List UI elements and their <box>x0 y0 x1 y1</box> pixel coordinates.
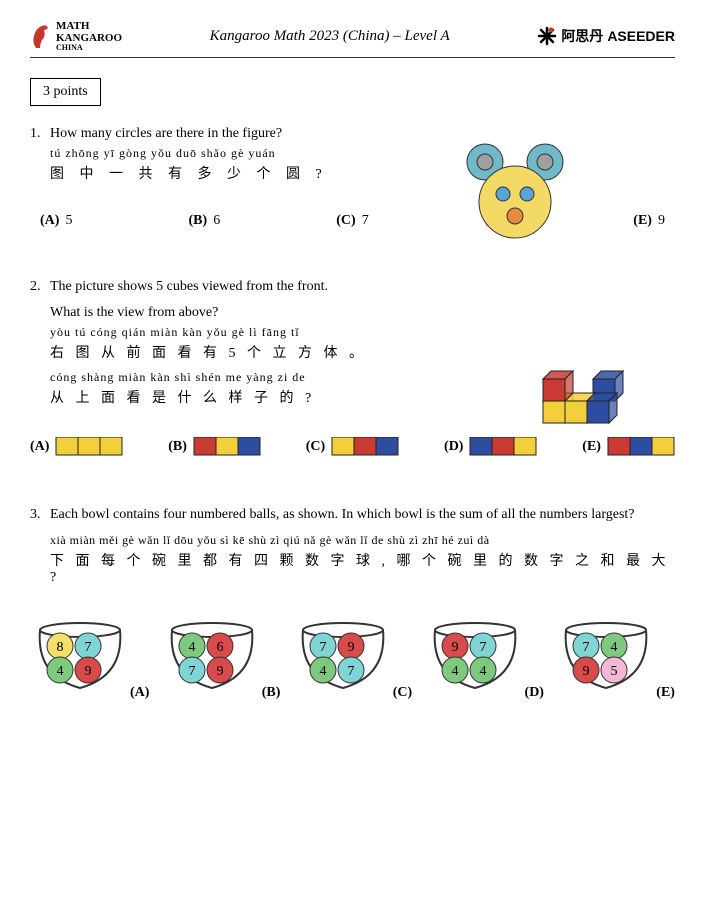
q1-text-en: How many circles are there in the figure… <box>50 126 675 142</box>
asterisk-icon <box>537 26 557 46</box>
q1-opt-e-val: 9 <box>658 213 665 229</box>
svg-text:6: 6 <box>216 640 223 655</box>
svg-text:4: 4 <box>319 664 326 679</box>
q1-answers: (A) 5 (B) 6 (C) 7 (D) 8 (E) 9 <box>30 213 675 229</box>
q1-pinyin: tú zhōng yī gòng yǒu duō shǎo gè yuán <box>50 146 675 161</box>
q2-figure <box>535 365 645 435</box>
svg-text:8: 8 <box>57 640 64 655</box>
q3-bowl-d: 9 7 4 4 <box>425 616 525 696</box>
q2-pinyin1: yòu tú cóng qián miàn kàn yǒu gè lì fāng… <box>50 325 675 340</box>
q2-opt-d-figure <box>469 437 537 457</box>
q3-opt-b-label: (B) <box>262 685 281 701</box>
logo-left-line1: MATH <box>56 20 122 32</box>
question-1: 1. How many circles are there in the fig… <box>30 126 675 229</box>
question-3: 3. Each bowl contains four numbered ball… <box>30 507 675 701</box>
logo-right: 阿思丹 ASEEDER <box>537 26 675 46</box>
q1-opt-e: (E) 9 <box>633 213 665 229</box>
q3-bowl-a: 8 7 4 9 <box>30 616 130 696</box>
svg-text:7: 7 <box>479 640 486 655</box>
svg-text:4: 4 <box>611 640 618 655</box>
q1-opt-a: (A) 5 <box>40 213 72 229</box>
svg-text:7: 7 <box>319 640 326 655</box>
svg-text:7: 7 <box>347 664 354 679</box>
q2-number: 2. <box>30 279 50 295</box>
q1-opt-c: (C) 7 <box>336 213 368 229</box>
q2-opt-c-figure <box>331 437 399 457</box>
q2-opt-a: (A) <box>30 437 123 457</box>
q1-opt-b: (B) 6 <box>189 213 221 229</box>
q3-opt-a: 8 7 4 9 (A) <box>30 616 149 701</box>
q1-opt-b-val: 6 <box>213 213 220 229</box>
q1-opt-c-val: 7 <box>362 213 369 229</box>
svg-text:9: 9 <box>451 640 458 655</box>
q3-bowl-c: 7 9 4 7 <box>293 616 393 696</box>
q2-opt-e-figure <box>607 437 675 457</box>
logo-right-en: ASEEDER <box>607 28 675 44</box>
svg-text:4: 4 <box>57 664 64 679</box>
q3-opt-c-label: (C) <box>393 685 412 701</box>
svg-text:7: 7 <box>85 640 92 655</box>
q3-opt-b: 4 6 7 9 (B) <box>162 616 281 701</box>
svg-text:7: 7 <box>188 664 195 679</box>
q3-bowls: 8 7 4 9 (A) 4 6 7 9 (B) 7 <box>30 616 675 701</box>
svg-text:9: 9 <box>85 664 92 679</box>
svg-text:5: 5 <box>611 664 618 679</box>
q2-hanzi1: 右 图 从 前 面 看 有 5 个 立 方 体 。 <box>50 342 675 362</box>
q3-opt-e-label: (E) <box>656 685 675 701</box>
logo-left-line3: CHINA <box>56 44 122 53</box>
q2-opt-d: (D) <box>444 437 537 457</box>
q2-opt-b-figure <box>193 437 261 457</box>
q2-opt-b: (B) <box>168 437 261 457</box>
q2-opt-c: (C) <box>306 437 399 457</box>
q2-text-en2: What is the view from above? <box>50 305 675 321</box>
q3-opt-d: 9 7 4 4 (D) <box>425 616 544 701</box>
svg-text:9: 9 <box>583 664 590 679</box>
svg-text:4: 4 <box>451 664 458 679</box>
q3-bowl-b: 4 6 7 9 <box>162 616 262 696</box>
q2-opt-a-figure <box>55 437 123 457</box>
q1-number: 1. <box>30 126 50 142</box>
q3-opt-d-label: (D) <box>525 685 544 701</box>
q3-text-en: Each bowl contains four numbered balls, … <box>50 507 675 523</box>
q3-number: 3. <box>30 507 50 523</box>
page-title: Kangaroo Math 2023 (China) – Level A <box>122 28 537 45</box>
q2-text-en1: The picture shows 5 cubes viewed from th… <box>50 279 675 295</box>
svg-text:4: 4 <box>479 664 486 679</box>
logo-left: MATH KANGAROO CHINA <box>30 20 122 53</box>
q1-figure <box>455 140 575 250</box>
page-header: MATH KANGAROO CHINA Kangaroo Math 2023 (… <box>30 20 675 58</box>
question-2: 2. The picture shows 5 cubes viewed from… <box>30 279 675 457</box>
logo-right-cn: 阿思丹 <box>561 26 603 46</box>
svg-text:9: 9 <box>347 640 354 655</box>
q3-hanzi: 下 面 每 个 碗 里 都 有 四 颗 数 字 球 , 哪 个 碗 里 的 数 … <box>50 550 675 586</box>
svg-text:4: 4 <box>188 640 195 655</box>
q3-opt-a-label: (A) <box>130 685 149 701</box>
q1-opt-a-val: 5 <box>65 213 72 229</box>
svg-text:9: 9 <box>216 664 223 679</box>
q2-opt-e: (E) <box>582 437 675 457</box>
q3-pinyin: xià miàn měi gè wǎn lǐ dōu yǒu sì kē shù… <box>50 533 675 548</box>
kangaroo-icon <box>30 22 52 50</box>
q3-opt-c: 7 9 4 7 (C) <box>293 616 412 701</box>
svg-text:7: 7 <box>583 640 590 655</box>
q3-bowl-e: 7 4 9 5 <box>556 616 656 696</box>
q3-opt-e: 7 4 9 5 (E) <box>556 616 675 701</box>
q1-hanzi: 图 中 一 共 有 多 少 个 圆 ? <box>50 163 675 183</box>
q2-answers: (A) (B) (C) (D) (E) <box>30 437 675 457</box>
points-box: 3 points <box>30 78 101 106</box>
